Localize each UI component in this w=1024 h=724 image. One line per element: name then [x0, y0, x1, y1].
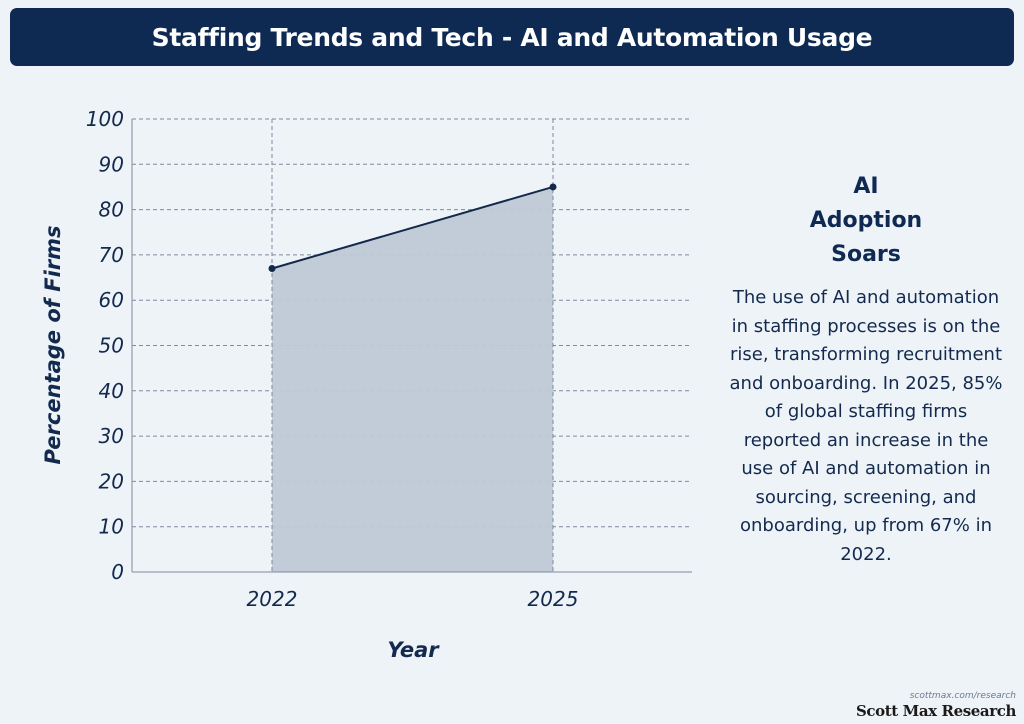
brand-logo: Scott Max Research: [856, 702, 1016, 720]
data-point: [549, 183, 557, 191]
area-fill: [272, 186, 553, 572]
y-tick-label: 30: [99, 424, 124, 448]
y-tick-label: 0: [111, 560, 124, 584]
header-bar: Staffing Trends and Tech - AI and Automa…: [10, 8, 1014, 66]
x-tick-label: 2022: [247, 587, 298, 611]
y-tick-label: 80: [99, 198, 124, 222]
insight-heading: AI Adoption Soars: [809, 174, 923, 267]
y-tick-label: 10: [99, 515, 124, 539]
page-title: Staffing Trends and Tech - AI and Automa…: [151, 22, 873, 52]
tick-labels: 0 10 20 30 40 50 60 70 80 90 100 2022 2025: [86, 107, 579, 611]
y-tick-label: 90: [99, 152, 124, 176]
x-axis-title: Year: [387, 638, 440, 662]
axes: [131, 119, 692, 573]
area-layer: [268, 119, 557, 572]
y-tick-label: 40: [99, 379, 124, 403]
insight-panel: AI Adoption Soars The use of AI and auto…: [726, 170, 1006, 569]
brand-url: scottmax.com/research: [909, 691, 1016, 701]
insight-body: The use of AI and automation in staffing…: [729, 287, 1003, 565]
data-point: [268, 264, 276, 272]
y-tick-label: 60: [99, 288, 124, 312]
y-tick-label: 100: [86, 107, 124, 131]
y-tick-label: 20: [99, 469, 124, 493]
y-axis-title: Percentage of Firms: [41, 225, 65, 464]
y-tick-label: 50: [99, 334, 124, 358]
x-tick-label: 2025: [528, 587, 579, 611]
series-line: [271, 185, 554, 270]
y-tick-label: 70: [99, 243, 124, 267]
brand-footer: scottmax.com/research Scott Max Research: [856, 691, 1016, 720]
